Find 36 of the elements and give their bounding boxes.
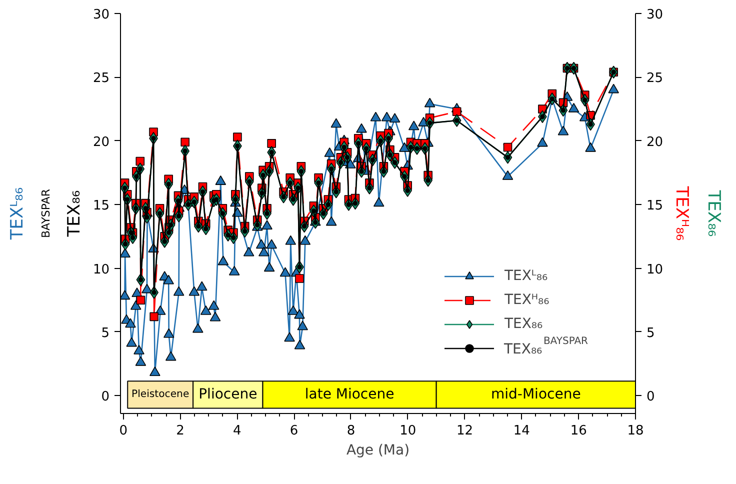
legend-label: TEXᴸ₈₆ <box>504 268 548 284</box>
y-tick-label: 0 <box>101 390 110 405</box>
x-axis-title: Age (Ma) <box>346 442 410 458</box>
x-tick-label: 0 <box>119 424 128 438</box>
x-tick-label: 2 <box>176 424 184 438</box>
x-tick-label: 12 <box>456 424 474 438</box>
text: TEXᴴ₈₆ <box>672 186 692 241</box>
legend-label: TEX₈₆ <box>504 316 543 332</box>
band-label: mid-Miocene <box>491 386 581 403</box>
y-tick-label: 30 <box>92 8 110 22</box>
y2-tick-label: 0 <box>646 390 655 405</box>
y2-tick-label: 10 <box>646 262 664 278</box>
legend-label: TEXᴴ₈₆ <box>504 292 550 308</box>
y2-tick-label: 5 <box>646 326 655 341</box>
band-label: Pleistocene <box>132 389 190 400</box>
band-label: late Miocene <box>304 386 394 403</box>
text: TEXᴸ₈₆ <box>8 187 28 240</box>
y2-tick-label: 25 <box>646 71 664 86</box>
y-tick-label: 10 <box>92 262 110 278</box>
y2-tick-label: 30 <box>646 8 664 22</box>
x-tick-label: 16 <box>570 424 587 438</box>
text: TEX₈₆ <box>704 190 724 237</box>
y-tick-label: 25 <box>92 71 110 86</box>
y-tick-label: 5 <box>101 326 110 341</box>
x-tick-label: 10 <box>400 424 416 438</box>
y-tick-label: 20 <box>92 134 110 150</box>
band-label: Pliocene <box>198 386 258 403</box>
x-tick-label: 18 <box>627 424 644 438</box>
y-tick-label: 15 <box>92 198 110 214</box>
y2-tick-label: 20 <box>646 134 664 150</box>
x-tick-label: 4 <box>233 424 242 438</box>
text: TEX₈₆BAYSPAR <box>40 188 84 238</box>
x-tick-label: 14 <box>513 424 530 438</box>
x-tick-label: 6 <box>290 424 298 438</box>
x-tick-label: 8 <box>346 424 356 438</box>
y2-tick-label: 15 <box>646 198 664 214</box>
